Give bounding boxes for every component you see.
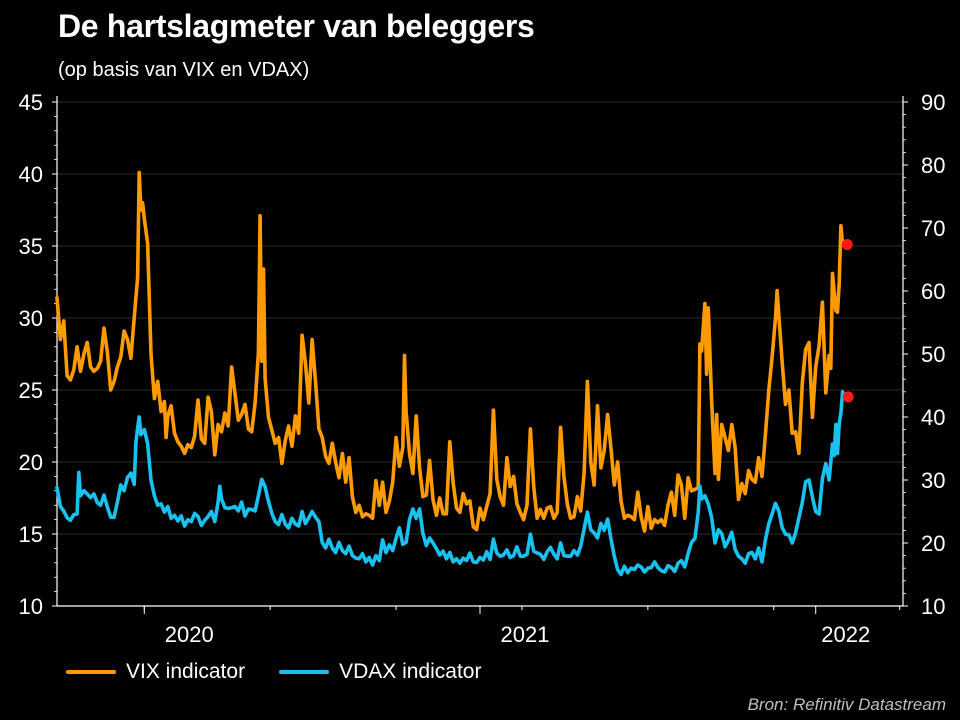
end-markers [841, 239, 854, 403]
y-left-tick-label: 45 [19, 90, 43, 115]
y-right-tick-label: 20 [921, 531, 945, 556]
y-left-tick-label: 35 [19, 234, 43, 259]
source-note: Bron: Refinitiv Datastream [747, 695, 946, 714]
series-line-vix [55, 170, 845, 533]
y-right-tick-label: 70 [921, 216, 945, 241]
y-left-tick-label: 40 [19, 162, 43, 187]
y-right-tick-label: 50 [921, 342, 945, 367]
legend: VIX indicator VDAX indicator [66, 660, 515, 684]
x-tick-label: 2022 [821, 622, 870, 647]
x-tick-label: 2020 [165, 622, 214, 647]
y-left-tick-label: 25 [19, 378, 43, 403]
legend-item-vix: VIX indicator [66, 660, 245, 684]
y-right-tick-label: 80 [921, 153, 945, 178]
legend-item-vdax: VDAX indicator [279, 660, 481, 684]
legend-label-vix: VIX indicator [126, 660, 246, 683]
x-tick-label: 2021 [501, 622, 550, 647]
y-left-tick-label: 10 [19, 594, 43, 619]
chart-subtitle: (op basis van VIX en VDAX) [58, 59, 310, 81]
y-right-tick-label: 10 [921, 594, 945, 619]
y-left-tick-label: 20 [19, 450, 43, 475]
end-marker-vdax [842, 391, 854, 403]
end-marker-vix [841, 239, 853, 251]
series-line-vdax [55, 390, 847, 577]
legend-label-vdax: VDAX indicator [339, 660, 482, 683]
legend-swatch-vix [66, 670, 116, 674]
y-right-tick-label: 40 [921, 405, 945, 430]
chart-title: De hartslagmeter van beleggers [58, 8, 535, 44]
y-right-tick-label: 30 [921, 468, 945, 493]
y-right-tick-label: 60 [921, 279, 945, 304]
y-right-tick-label: 90 [921, 90, 945, 115]
y-left-tick-label: 30 [19, 306, 43, 331]
legend-swatch-vdax [279, 670, 330, 674]
series-lines [55, 170, 847, 577]
y-left-tick-label: 15 [19, 522, 43, 547]
axes: 10 15 20 25 30 35 40 45 10 20 30 40 50 60 70 80 90 2020 20… [19, 90, 946, 647]
